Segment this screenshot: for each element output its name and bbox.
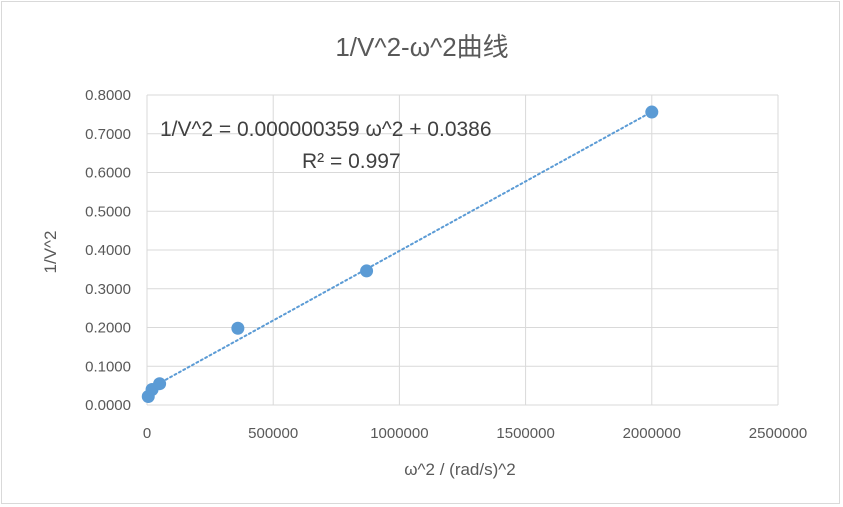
x-tick-label: 1500000 xyxy=(496,425,554,442)
data-point xyxy=(231,321,245,335)
trendline-equation: 1/V^2 = 0.000000359 ω^2 + 0.0386 xyxy=(160,118,492,141)
y-tick-label: 0.5000 xyxy=(85,203,131,220)
data-point xyxy=(153,377,167,391)
x-tick-label: 2500000 xyxy=(749,425,807,442)
trendline-r-squared: R² = 0.997 xyxy=(302,150,401,173)
y-tick-label: 0.6000 xyxy=(85,165,131,182)
x-axis-title: ω^2 / (rad/s)^2 xyxy=(404,460,515,479)
data-point xyxy=(645,105,659,119)
y-axis-title: 1/V^2 xyxy=(41,231,60,274)
data-points xyxy=(141,105,659,403)
trendline xyxy=(147,110,653,391)
y-tick-label: 0.8000 xyxy=(85,87,131,104)
x-tick-label: 2000000 xyxy=(623,425,681,442)
chart-title: 1/V^2-ω^2曲线 xyxy=(335,32,508,62)
x-tick-label: 0 xyxy=(143,425,151,442)
x-tick-label: 1000000 xyxy=(370,425,428,442)
y-tick-label: 0.2000 xyxy=(85,320,131,337)
y-tick-labels: 0.0000 0.1000 0.2000 0.3000 0.4000 0.5000 0.60… xyxy=(85,87,131,414)
y-tick-label: 0.1000 xyxy=(85,358,131,375)
trendline-layer xyxy=(147,110,653,391)
x-tick-labels: 0 500000 1000000 1500000 2000000 2500000 xyxy=(143,425,807,442)
gridlines xyxy=(146,94,779,406)
data-point xyxy=(360,264,374,278)
y-tick-label: 0.3000 xyxy=(85,281,131,298)
y-tick-label: 0.0000 xyxy=(85,397,131,414)
x-tick-label: 500000 xyxy=(248,425,298,442)
y-tick-label: 0.4000 xyxy=(85,242,131,259)
y-tick-label: 0.7000 xyxy=(85,126,131,143)
